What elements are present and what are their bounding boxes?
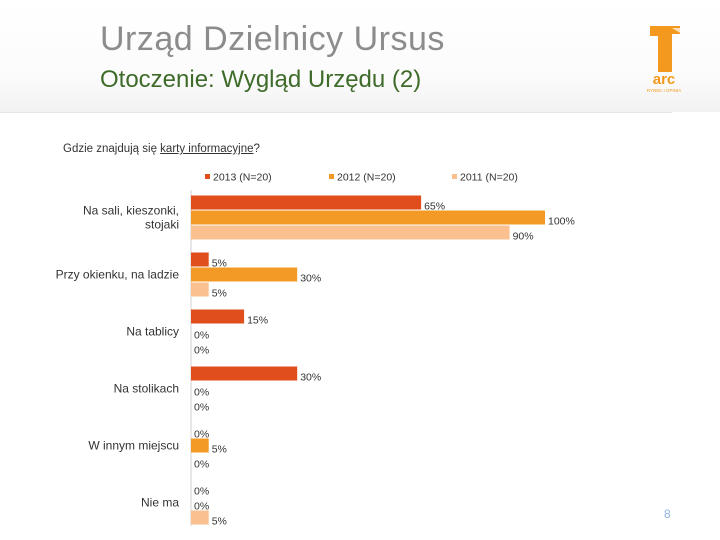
data-label-3-1: 15% [247, 315, 268, 327]
legend-swatch-2 [329, 174, 334, 179]
data-label-2-2: 30% [300, 273, 321, 285]
bar-5-2 [191, 438, 209, 453]
legend-label-3: 2011 (N=20) [460, 172, 518, 184]
slide-title: Urząd Dzielnicy Ursus [100, 20, 445, 58]
bar-4-1 [191, 366, 298, 381]
page-number: 8 [664, 507, 671, 521]
legend-label-1: 2013 (N=20) [213, 172, 272, 184]
data-label-4-1: 30% [300, 372, 321, 384]
legend-swatch-3 [452, 174, 457, 179]
category-label-2: Przy okienku, na ladzie [56, 268, 180, 282]
data-label-5-2: 5% [212, 444, 227, 456]
bar-1-3 [191, 225, 510, 240]
bar-2-3 [191, 282, 209, 297]
survey-question: Gdzie znajdują się karty informacyjne? [63, 143, 260, 155]
data-label-1-3: 90% [513, 231, 534, 243]
header-band [0, 0, 720, 112]
legend-swatch-1 [205, 174, 210, 179]
bar-1-2 [191, 210, 545, 225]
data-label-6-2: 0% [194, 501, 209, 513]
data-label-4-3: 0% [194, 402, 209, 414]
data-label-5-1: 0% [194, 429, 209, 441]
category-label-5: W innym miejscu [88, 439, 179, 453]
question-text: Gdzie znajdują się [63, 143, 161, 155]
bar-6-3 [191, 510, 209, 525]
bar-1-1 [191, 195, 422, 210]
category-label-4: Na stolikach [114, 382, 179, 396]
logo-text: arc [653, 71, 676, 88]
data-label-2-1: 5% [212, 258, 227, 270]
category-label-1: Na sali, kieszonki, stojaki [83, 204, 179, 232]
category-label-6: Nie ma [141, 496, 179, 510]
data-label-4-2: 0% [194, 387, 209, 399]
arc-logo: arc RYNEK I OPINIA [647, 26, 682, 93]
data-label-5-3: 0% [194, 459, 209, 471]
data-label-2-3: 5% [212, 288, 227, 300]
logo-tagline: RYNEK I OPINIA [647, 88, 681, 93]
bar-2-1 [191, 252, 209, 267]
data-label-6-3: 5% [212, 516, 227, 528]
question-mark: ? [253, 143, 260, 155]
bar-3-1 [191, 309, 245, 324]
bar-chart: 2013 (N=20) 2012 (N=20) 2011 (N=20) Na sali… [56, 172, 575, 528]
header-divider [0, 112, 672, 113]
question-underlined-text: karty informacyjne [160, 143, 254, 155]
logo-tower-icon [650, 26, 680, 72]
data-label-3-3: 0% [194, 345, 209, 357]
slide-subtitle: Otoczenie: Wygląd Urzędu (2) [100, 66, 422, 93]
category-label-3: Na tablicy [126, 325, 179, 339]
legend-label-2: 2012 (N=20) [337, 172, 396, 184]
data-label-1-1: 65% [424, 201, 445, 213]
data-label-3-2: 0% [194, 330, 209, 342]
data-label-1-2: 100% [548, 216, 575, 228]
bar-2-2 [191, 267, 298, 282]
data-label-6-1: 0% [194, 486, 209, 498]
